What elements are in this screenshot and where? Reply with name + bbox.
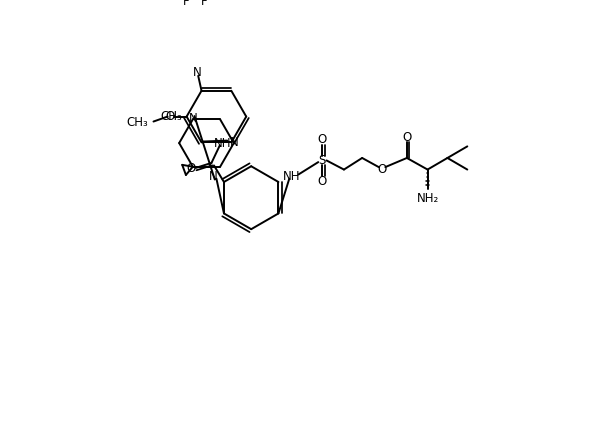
Text: O: O (318, 133, 327, 146)
Text: NH: NH (283, 170, 301, 183)
Text: O: O (186, 162, 196, 175)
Text: N: N (209, 170, 217, 183)
Text: N: N (193, 66, 202, 79)
Text: N: N (189, 112, 198, 125)
Text: F: F (183, 0, 189, 8)
Text: O: O (402, 131, 411, 144)
Text: N: N (229, 136, 238, 149)
Text: NH: NH (215, 136, 232, 149)
Text: O: O (165, 110, 175, 123)
Text: S: S (319, 154, 326, 167)
Text: F: F (201, 0, 207, 8)
Text: CH₃: CH₃ (126, 116, 148, 129)
Text: CH₃: CH₃ (160, 110, 182, 123)
Text: O: O (318, 175, 327, 187)
Text: NH₂: NH₂ (417, 192, 440, 205)
Text: O: O (378, 163, 387, 176)
